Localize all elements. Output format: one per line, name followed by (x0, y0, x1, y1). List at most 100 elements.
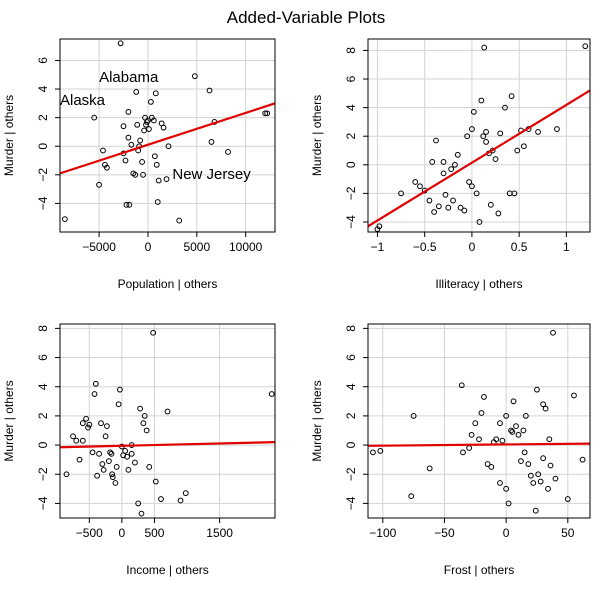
y-axis-label: Murder | others (310, 95, 324, 176)
data-point (522, 412, 529, 419)
data-point (135, 500, 142, 507)
data-point (483, 129, 489, 135)
data-point (100, 466, 107, 473)
data-point (457, 204, 464, 211)
data-point (571, 392, 577, 399)
data-point (532, 507, 539, 514)
data-point (96, 450, 102, 457)
data-point (137, 137, 144, 144)
data-point (481, 394, 487, 400)
y-tick-label: −4 (344, 215, 358, 229)
panel-3: −500 0 500 1500 −4 −2 0 2 4 6 8 Income | others Murd… (2, 323, 276, 577)
data-point (478, 97, 485, 104)
data-point (107, 449, 114, 456)
data-point (370, 449, 376, 456)
data-point (125, 134, 132, 141)
fit-line (367, 89, 591, 228)
data-point (124, 453, 131, 460)
data-point (440, 159, 447, 165)
x-tick-label: 1 (563, 240, 570, 254)
y-tick-label: 4 (344, 383, 358, 390)
point-annotation: Alabama (99, 69, 159, 86)
data-point (511, 190, 518, 197)
y-axis-label: Murder | others (2, 380, 16, 461)
data-point (143, 427, 150, 434)
data-point (73, 437, 80, 444)
data-point (176, 217, 183, 224)
x-tick-label: −500 (76, 526, 103, 540)
data-point (104, 423, 110, 430)
data-point (61, 216, 68, 223)
data-point (94, 472, 101, 479)
data-point (128, 141, 135, 148)
x-tick-label: 5000 (183, 240, 210, 254)
y-tick-label: 6 (344, 75, 358, 82)
data-point (132, 459, 138, 466)
data-point (63, 471, 70, 478)
x-tick-label: 500 (144, 526, 164, 540)
data-point (503, 412, 510, 419)
data-point (262, 110, 269, 117)
data-point (105, 458, 112, 465)
y-tick-label: 0 (344, 161, 358, 168)
data-point (527, 472, 534, 479)
data-point (83, 415, 89, 422)
data-point (440, 170, 447, 177)
data-point (542, 405, 549, 412)
y-tick-label: −2 (36, 168, 50, 182)
data-point (134, 121, 141, 128)
data-point (76, 456, 83, 463)
data-point (160, 124, 167, 131)
data-point (525, 461, 532, 467)
panel-1: −5000 0 5000 10000 −4 −2 0 2 4 6 Population | othe… (2, 38, 276, 291)
x-tick-label: −100 (369, 526, 396, 540)
data-point (268, 391, 275, 397)
data-point (505, 500, 512, 507)
data-point (520, 427, 527, 434)
fit-line (59, 102, 276, 175)
y-axis-label: Murder | others (310, 380, 324, 461)
data-point (408, 493, 415, 500)
data-point (102, 433, 109, 440)
x-tick-label: −5000 (82, 240, 116, 254)
data-point (264, 110, 271, 117)
data-point (165, 143, 172, 150)
y-tick-label: −2 (36, 467, 50, 481)
plot-frame (367, 323, 591, 519)
data-point (497, 130, 504, 137)
x-axis-label: Frost | others (444, 563, 514, 577)
x-axis-label: Population | others (118, 277, 218, 291)
point-annotation: New Jersey (172, 166, 251, 183)
data-point (540, 455, 547, 462)
data-point (412, 179, 419, 185)
data-point (141, 412, 148, 419)
y-tick-label: −2 (344, 186, 358, 200)
data-point (452, 161, 458, 168)
y-tick-label: −4 (36, 496, 50, 510)
data-point (454, 151, 461, 158)
data-point (128, 450, 135, 457)
data-point (117, 40, 124, 47)
x-axis-label: Income | others (126, 563, 209, 577)
data-point (508, 427, 514, 434)
y-tick-label: 8 (344, 325, 358, 332)
data-point (109, 474, 116, 481)
data-point (147, 99, 154, 105)
figure-title: Added-Variable Plots (227, 8, 385, 27)
data-point (483, 139, 489, 145)
data-point (469, 183, 475, 190)
data-point (120, 123, 127, 130)
y-tick-label: 6 (344, 354, 358, 361)
data-point (534, 386, 540, 393)
data-point (153, 161, 160, 168)
data-point (442, 191, 449, 198)
data-point (398, 190, 404, 197)
x-tick-label: −0.5 (413, 240, 437, 254)
y-tick-label: −4 (344, 496, 358, 510)
data-point (509, 429, 516, 435)
data-point (70, 433, 76, 440)
data-point (510, 398, 517, 405)
data-point (92, 380, 99, 387)
fit-line (59, 441, 276, 449)
data-point (535, 129, 541, 135)
